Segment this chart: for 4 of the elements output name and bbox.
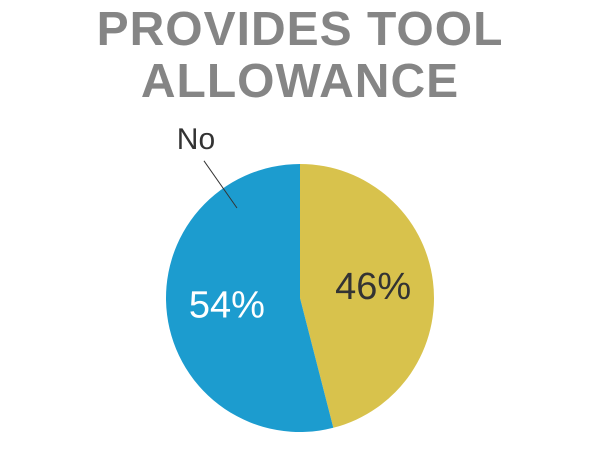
slice-label: No bbox=[176, 123, 216, 156]
data-label: 54% bbox=[188, 284, 265, 327]
data-label: 46% bbox=[335, 266, 412, 308]
chart-title: PROVIDES TOOL ALLOWANCE bbox=[96, 3, 504, 108]
